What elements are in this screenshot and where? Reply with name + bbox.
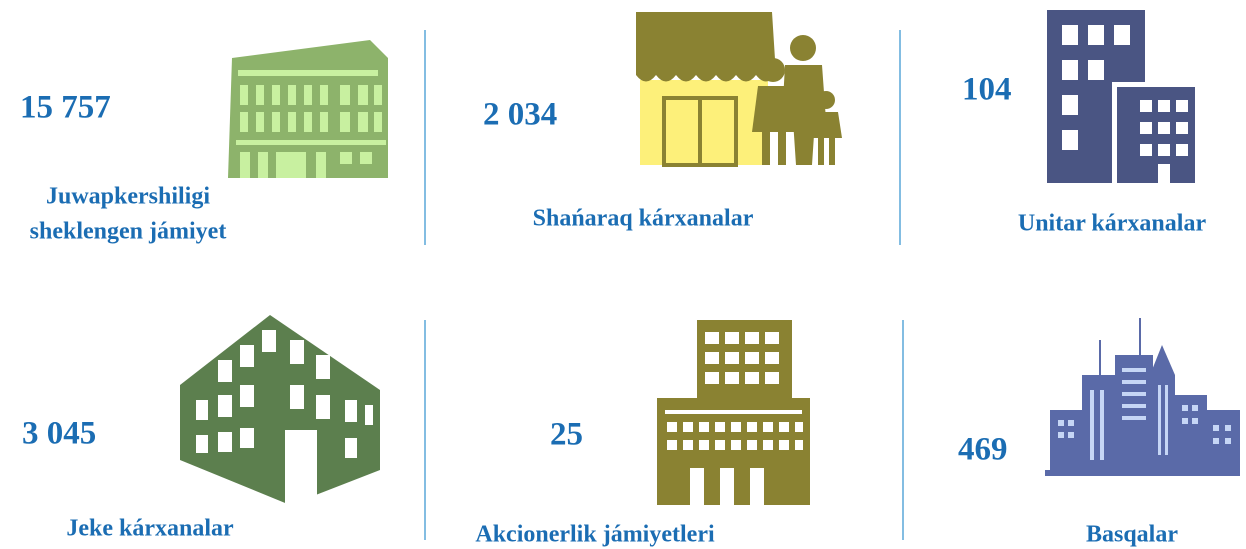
dividers — [424, 30, 904, 540]
icon-tower — [657, 320, 810, 505]
label: Jeke kárxanalar — [66, 516, 234, 542]
value: 2 034 — [483, 97, 557, 133]
label: Juwapkershiligi — [46, 184, 210, 210]
icon-office — [228, 40, 388, 178]
icon-building — [180, 315, 380, 505]
value: 3 045 — [22, 416, 96, 452]
value: 469 — [958, 432, 1008, 468]
icon-city — [1045, 318, 1240, 476]
value: 15 757 — [20, 90, 111, 126]
label: sheklengen jámiyet — [30, 219, 227, 245]
label: Basqalar — [1086, 522, 1178, 548]
label: Shańaraq kárxanalar — [533, 206, 754, 232]
icon-shop-family — [636, 12, 842, 167]
value: 25 — [550, 417, 583, 453]
label: Unitar kárxanalar — [1018, 211, 1207, 237]
label: Akcionerlik jámiyetleri — [475, 522, 715, 548]
value: 104 — [962, 72, 1012, 108]
icon-blocks — [1047, 10, 1197, 183]
